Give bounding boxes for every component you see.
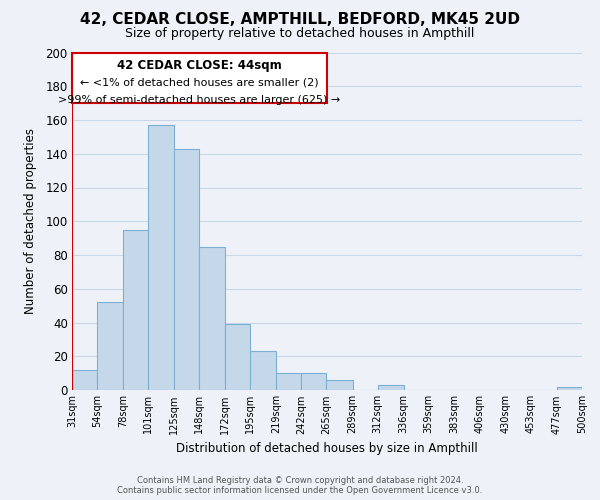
Bar xyxy=(377,385,404,390)
Bar xyxy=(123,230,148,390)
Text: Contains public sector information licensed under the Open Government Licence v3: Contains public sector information licen… xyxy=(118,486,482,495)
Text: >99% of semi-detached houses are larger (625) →: >99% of semi-detached houses are larger … xyxy=(58,94,341,104)
FancyBboxPatch shape xyxy=(72,52,327,103)
Text: 42, CEDAR CLOSE, AMPTHILL, BEDFORD, MK45 2UD: 42, CEDAR CLOSE, AMPTHILL, BEDFORD, MK45… xyxy=(80,12,520,28)
Bar xyxy=(72,370,97,390)
X-axis label: Distribution of detached houses by size in Ampthill: Distribution of detached houses by size … xyxy=(176,442,478,455)
Text: Size of property relative to detached houses in Ampthill: Size of property relative to detached ho… xyxy=(125,28,475,40)
Bar xyxy=(174,148,199,390)
Bar xyxy=(326,380,353,390)
Bar xyxy=(226,324,250,390)
Bar xyxy=(97,302,123,390)
Bar xyxy=(199,246,226,390)
Y-axis label: Number of detached properties: Number of detached properties xyxy=(24,128,37,314)
Bar xyxy=(250,351,277,390)
Bar xyxy=(148,125,174,390)
Bar xyxy=(277,373,301,390)
Bar xyxy=(301,373,326,390)
Bar xyxy=(557,386,582,390)
Text: 42 CEDAR CLOSE: 44sqm: 42 CEDAR CLOSE: 44sqm xyxy=(117,59,282,72)
Text: Contains HM Land Registry data © Crown copyright and database right 2024.: Contains HM Land Registry data © Crown c… xyxy=(137,476,463,485)
Text: ← <1% of detached houses are smaller (2): ← <1% of detached houses are smaller (2) xyxy=(80,78,319,88)
